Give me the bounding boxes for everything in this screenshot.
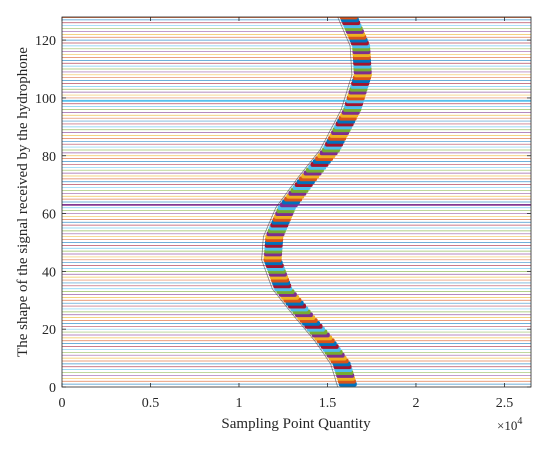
wavefront-arrivals xyxy=(261,17,372,387)
y-tick-label: 80 xyxy=(42,150,56,165)
x-tick-label: 1.5 xyxy=(319,396,337,411)
x-tick-label: 0.5 xyxy=(142,396,160,411)
x-tick-label: 2.5 xyxy=(496,396,514,411)
x-tick-label: 1 xyxy=(235,396,242,411)
x-tick-label: 2 xyxy=(412,396,419,411)
hydrophone-traces xyxy=(62,17,531,385)
y-tick-label: 20 xyxy=(42,323,56,338)
wavefront-edge xyxy=(261,17,353,387)
y-tick-label: 40 xyxy=(42,265,56,280)
x-tick-label: 0 xyxy=(59,396,66,411)
arrival-burst-128 xyxy=(339,17,358,20)
y-axis-label: The shape of the signal received by the … xyxy=(15,47,31,357)
y-tick-label: 0 xyxy=(49,381,56,396)
plot-frame xyxy=(61,16,532,388)
x-axis-label: Sampling Point Quantity xyxy=(221,416,371,432)
y-tick-label: 120 xyxy=(35,34,56,49)
y-axis: 0 20 40 60 80 100 120 xyxy=(35,34,531,396)
x-exponent-power: 4 xyxy=(517,416,522,427)
y-tick-label: 60 xyxy=(42,208,56,223)
y-tick-label: 100 xyxy=(35,92,56,107)
x-exponent-label: ×104 xyxy=(497,416,522,433)
x-axis: 0 0.5 1 1.5 2 2.5 xyxy=(59,17,514,411)
